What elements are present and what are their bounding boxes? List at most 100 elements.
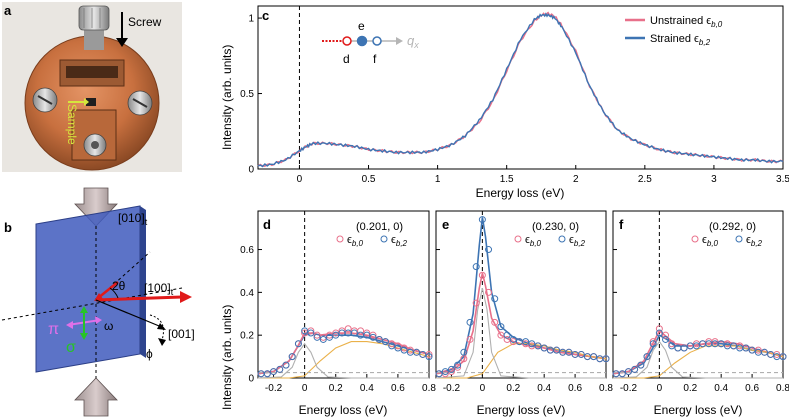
data-point-e-b2 — [503, 331, 511, 339]
data-point-f-b2 — [692, 342, 700, 350]
data-point-f-b0 — [649, 338, 657, 346]
panel-label-b: b — [4, 220, 12, 235]
inset-label-f: f — [373, 52, 377, 66]
xtick-label-f: -0.2 — [620, 383, 638, 394]
data-point-d-b2 — [301, 327, 309, 335]
legend-marker-f — [691, 235, 699, 243]
legend-marker-f — [735, 235, 743, 243]
data-point-d-b2 — [375, 335, 383, 343]
data-point-e-b2 — [528, 340, 536, 348]
plot-frame-e — [435, 210, 607, 379]
fit-line-f — [613, 345, 784, 379]
inset-label-d: d — [343, 52, 350, 66]
panel-label-c: c — [262, 8, 269, 23]
fit-line-f — [612, 329, 784, 375]
inset-label-q: qx — [407, 33, 419, 50]
arrow-001 — [95, 299, 165, 329]
xtick-label-d: 0 — [302, 383, 308, 394]
data-point-d-b0 — [388, 340, 396, 348]
sigma-arrow-down — [80, 333, 88, 340]
fit-line-e — [435, 217, 607, 375]
phi-arc-head — [158, 338, 166, 346]
data-point-f-b2 — [717, 340, 725, 348]
panel-d: -0.2 0 0.2 0.4 0.6 0.8 0 0.2 0.4 0.6 ϵb,0 ϵb,2 d (0… — [220, 210, 436, 417]
xtick-label-d: -0.2 — [265, 383, 283, 394]
xtick-label-d: 0.8 — [422, 383, 436, 394]
xtick-label-f: 0.2 — [683, 383, 697, 394]
xtick-label-e: 0.2 — [506, 383, 520, 394]
horizontal-axis — [1, 287, 183, 321]
panel-b: b [010]t [100]t [001] — [1, 187, 195, 417]
incoming-beam-head — [94, 293, 103, 301]
ylabel-d: Intensity (arb. units) — [220, 305, 234, 410]
data-point-d-b2 — [326, 333, 334, 341]
inset-point-e — [356, 35, 368, 47]
data-point-e-b0 — [454, 363, 462, 371]
xtick-label-c: 2.5 — [638, 174, 652, 185]
data-point-f-b2 — [637, 361, 645, 369]
xtick-label-e: 0.6 — [568, 383, 582, 394]
data-point-e-b0 — [466, 335, 474, 343]
data-point-f-b2 — [662, 335, 670, 343]
data-point-e-b2 — [497, 323, 505, 331]
xtick-label-e: 0.8 — [599, 383, 613, 394]
data-point-f-b2 — [748, 346, 756, 354]
panel-e: -0.2 0 0.2 0.4 0.6 0.8 ϵb,0 ϵb,2 e (0.230, 0) E… — [435, 210, 613, 417]
data-point-f-b2 — [668, 342, 676, 350]
screw-label: Screw — [128, 15, 162, 29]
data-point-e-b2 — [485, 246, 493, 254]
data-point-d-b2 — [350, 329, 358, 337]
ytick-label-c: 1 — [248, 14, 254, 25]
data-point-d-b2 — [400, 346, 408, 354]
legend-marker-d — [336, 235, 344, 243]
panel-label-a: a — [4, 3, 12, 18]
panel-label-d: d — [263, 217, 271, 232]
sigma-label: σ — [66, 339, 76, 356]
annotation-d: (0.201, 0) — [356, 221, 403, 233]
data-point-d-b2 — [294, 340, 302, 348]
pi-arrow-right — [95, 316, 102, 324]
data-point-f-b2 — [624, 368, 632, 376]
xtick-label-e: 0 — [480, 383, 486, 394]
data-point-d-b2 — [319, 335, 327, 343]
data-point-e-b2 — [460, 348, 468, 356]
inset-point-d — [342, 36, 352, 46]
legend-label-d: ϵb,2 — [391, 234, 408, 248]
panel-label-bg — [2, 2, 16, 18]
data-point-f-b2 — [643, 353, 651, 361]
data-point-f-b2 — [631, 365, 639, 373]
xtick-label-d: 0.2 — [329, 383, 343, 394]
data-point-f-b2 — [767, 350, 775, 358]
plot-frame-c — [257, 5, 784, 170]
phi-arc — [149, 314, 164, 341]
data-point-e-b0 — [472, 299, 480, 307]
data-point-d-b2 — [263, 370, 271, 378]
xtick-label-c: 1 — [435, 174, 441, 185]
momentum-inset: d e f qx — [322, 19, 419, 66]
legend-label-e: ϵb,2 — [569, 234, 586, 248]
outgoing-beam-head — [180, 291, 192, 303]
legend-marker-e — [558, 235, 566, 243]
legend-label-f: ϵb,0 — [702, 234, 719, 248]
data-point-f-b0 — [655, 325, 663, 333]
xtick-label-d: 0.4 — [360, 383, 374, 394]
panel-c: c 0 0.5 1 1.5 2 2.5 3 3.5 0 0.5 1 Intensity (arb. … — [220, 5, 789, 200]
xtick-label-c: 0.5 — [362, 174, 376, 185]
xtick-label-e: -0.2 — [443, 383, 461, 394]
lower-axis-label: [001] — [168, 327, 195, 341]
data-point-d-b2 — [276, 365, 284, 373]
right-axis-label: [100]t — [144, 281, 174, 297]
xlabel-e: Energy loss (eV) — [477, 403, 566, 417]
inset-arrow-head — [396, 37, 403, 45]
fit-line-d — [258, 341, 430, 379]
xlabel-c: Energy loss (eV) — [476, 186, 565, 200]
xtick-label-c: 3 — [711, 174, 717, 185]
phi-label: ϕ — [146, 347, 153, 361]
data-point-e-b2 — [466, 318, 474, 326]
sample-arrow-head — [84, 98, 89, 106]
panel-a: Screw Sample a — [2, 2, 182, 172]
xtick-label-c: 3.5 — [776, 174, 789, 185]
data-point-e-b2 — [590, 353, 598, 361]
data-point-e-b2 — [478, 216, 486, 224]
